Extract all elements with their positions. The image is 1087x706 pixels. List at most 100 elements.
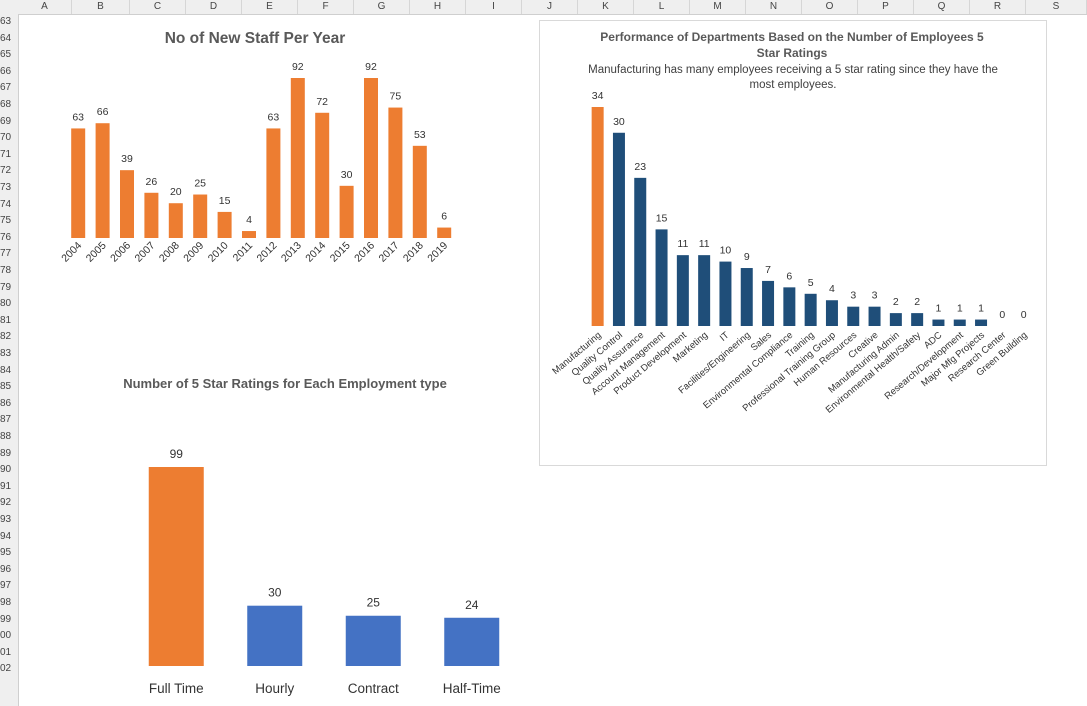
column-header-s[interactable]: S <box>1026 0 1087 14</box>
data-label: 7 <box>765 264 771 276</box>
tick-label: Half-Time <box>443 681 501 696</box>
row-header-71[interactable]: 71 <box>0 148 12 160</box>
row-header-64[interactable]: 64 <box>0 32 12 44</box>
chart-department-performance[interactable]: Performance of Departments Based on the … <box>539 20 1047 466</box>
column-header-h[interactable]: H <box>410 0 466 14</box>
row-header-69[interactable]: 69 <box>0 115 12 127</box>
tick-label-2015: 2015 <box>328 240 353 265</box>
column-header-g[interactable]: G <box>354 0 410 14</box>
row-header-68[interactable]: 68 <box>0 99 12 110</box>
row-header-89[interactable]: 89 <box>0 447 12 459</box>
column-header-j[interactable]: J <box>522 0 578 14</box>
column-header-b[interactable]: B <box>72 0 130 14</box>
row-header-66[interactable]: 66 <box>0 65 12 77</box>
data-label: 25 <box>367 596 381 610</box>
row-header-75[interactable]: 75 <box>0 215 12 227</box>
row-header-00[interactable]: 00 <box>0 630 12 642</box>
row-header-70[interactable]: 70 <box>0 132 12 144</box>
data-label-2011: 4 <box>246 214 252 226</box>
row-header-82[interactable]: 82 <box>0 331 12 343</box>
row-header-85[interactable]: 85 <box>0 381 12 393</box>
data-label: 0 <box>1021 309 1027 321</box>
data-label: 6 <box>786 270 792 282</box>
row-header-87[interactable]: 87 <box>0 414 12 426</box>
row-header-99[interactable]: 99 <box>0 613 12 625</box>
column-header-f[interactable]: F <box>298 0 354 14</box>
row-header-02[interactable]: 02 <box>0 663 12 675</box>
row-header-97[interactable]: 97 <box>0 580 12 592</box>
row-header-81[interactable]: 81 <box>0 314 12 326</box>
data-label: 4 <box>829 283 835 295</box>
bar-2014 <box>315 112 330 238</box>
row-header-67[interactable]: 67 <box>0 82 12 94</box>
row-header-74[interactable]: 74 <box>0 198 12 210</box>
column-header-e[interactable]: E <box>242 0 298 14</box>
row-header-73[interactable]: 73 <box>0 182 12 193</box>
row-header-84[interactable]: 84 <box>0 364 12 376</box>
row-header-88[interactable]: 88 <box>0 431 12 442</box>
data-label-2009: 25 <box>194 178 206 190</box>
column-header-m[interactable]: M <box>690 0 746 14</box>
bar-environmental-compliance <box>783 287 796 326</box>
column-header-i[interactable]: I <box>466 0 522 14</box>
tick-label-2012: 2012 <box>255 240 280 265</box>
data-label-2004: 63 <box>72 111 84 123</box>
tick-label-2005: 2005 <box>84 240 109 265</box>
bar-2006 <box>120 170 134 238</box>
bar-2015 <box>339 185 354 238</box>
bar-full-time <box>148 467 204 666</box>
row-header-01[interactable]: 01 <box>0 646 12 658</box>
bar-2007 <box>144 192 159 238</box>
bar-2012 <box>266 128 281 238</box>
row-header-78[interactable]: 78 <box>0 265 12 276</box>
column-header-q[interactable]: Q <box>914 0 970 14</box>
data-label-2013: 92 <box>292 61 304 73</box>
data-label: 1 <box>978 303 984 315</box>
bar-2010 <box>217 211 232 238</box>
chart-plot-area: 99 Full Time 30 Hourly 25 Contract 24 Half-Time <box>148 447 501 696</box>
column-header-o[interactable]: O <box>802 0 858 14</box>
row-header-91[interactable]: 91 <box>0 480 12 492</box>
bar-creative <box>868 306 881 326</box>
tick-label-2007: 2007 <box>133 240 158 265</box>
column-header-k[interactable]: K <box>578 0 634 14</box>
bar-2017 <box>388 107 403 238</box>
data-label-2017: 75 <box>390 91 402 103</box>
row-header-80[interactable]: 80 <box>0 298 12 310</box>
row-header-98[interactable]: 98 <box>0 597 12 608</box>
bar-training <box>804 293 817 326</box>
row-header-72[interactable]: 72 <box>0 165 12 177</box>
column-header-r[interactable]: R <box>970 0 1026 14</box>
row-header-63[interactable]: 63 <box>0 16 12 27</box>
chart-new-staff-per-year[interactable]: No of New Staff Per Year 63 2004 66 2005 39 2… <box>40 22 470 292</box>
row-header-79[interactable]: 79 <box>0 281 12 293</box>
bar-sales <box>762 280 775 326</box>
data-label: 5 <box>808 277 814 289</box>
tick-label-2010: 2010 <box>206 240 231 265</box>
row-header-90[interactable]: 90 <box>0 464 12 476</box>
column-header-c[interactable]: C <box>130 0 186 14</box>
row-header-94[interactable]: 94 <box>0 530 12 542</box>
row-header-76[interactable]: 76 <box>0 231 12 243</box>
column-header-p[interactable]: P <box>858 0 914 14</box>
chart-employment-type[interactable]: Number of 5 Star Ratings for Each Employ… <box>100 366 501 706</box>
row-header-96[interactable]: 96 <box>0 563 12 575</box>
row-header-92[interactable]: 92 <box>0 497 12 509</box>
tick-label-2013: 2013 <box>279 240 304 265</box>
tick-label: Facilities/Engineering <box>676 330 752 396</box>
tick-label-2016: 2016 <box>352 240 377 265</box>
row-header-86[interactable]: 86 <box>0 397 12 409</box>
tick-label-2014: 2014 <box>303 240 328 265</box>
column-header-n[interactable]: N <box>746 0 802 14</box>
column-header-d[interactable]: D <box>186 0 242 14</box>
data-label-2007: 26 <box>146 176 158 188</box>
column-header-a[interactable]: A <box>18 0 72 14</box>
row-header-65[interactable]: 65 <box>0 49 12 61</box>
data-label-2018: 53 <box>414 129 426 141</box>
row-header-77[interactable]: 77 <box>0 248 12 260</box>
bar-hourly <box>247 605 303 666</box>
row-header-93[interactable]: 93 <box>0 514 12 525</box>
row-header-95[interactable]: 95 <box>0 547 12 559</box>
column-header-l[interactable]: L <box>634 0 690 14</box>
row-header-83[interactable]: 83 <box>0 348 12 359</box>
